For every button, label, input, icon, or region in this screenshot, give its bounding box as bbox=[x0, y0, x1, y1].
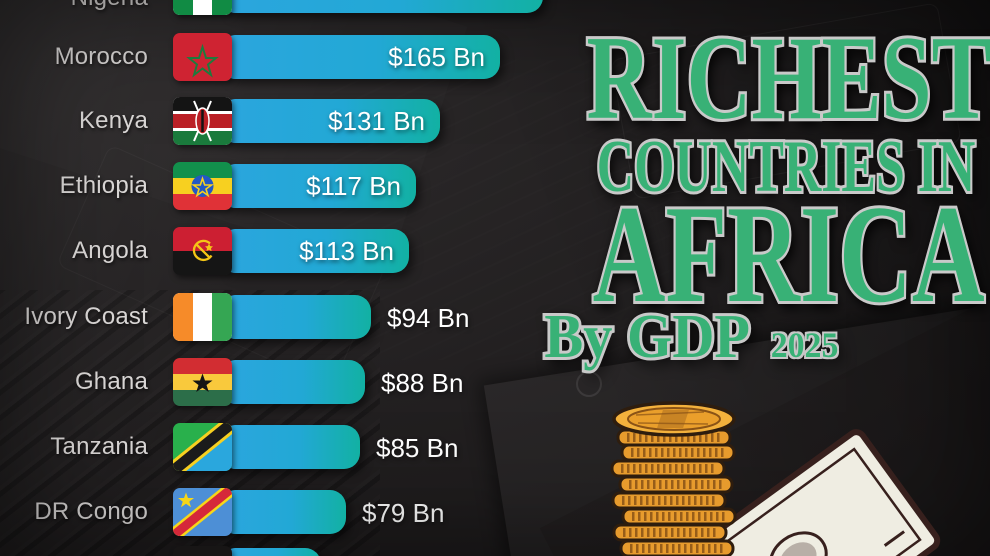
country-label: Ivory Coast bbox=[24, 303, 148, 330]
title-line-by-gdp: By GDP By GDP 2025 2025 bbox=[535, 300, 932, 380]
bar-row-ethiopia: Ethiopia $117 Bn $117 Bn bbox=[0, 162, 990, 210]
gdp-bar: $94 Bn bbox=[225, 295, 371, 339]
country-label: DR Congo bbox=[34, 498, 148, 525]
flag-ghana-icon bbox=[173, 358, 232, 406]
bar-row-morocco: Morocco $165 Bn $165 Bn bbox=[0, 33, 990, 81]
gdp-bar bbox=[225, 548, 321, 556]
gdp-value: $94 Bn bbox=[387, 303, 470, 333]
gdp-bar: $165 Bn bbox=[225, 35, 500, 79]
flag-kenya-icon bbox=[173, 97, 232, 145]
country-label: Angola bbox=[72, 237, 148, 264]
gdp-value: $165 Bn bbox=[388, 42, 485, 72]
money-illustration bbox=[555, 401, 941, 556]
bar-row-angola: Angola $113 Bn $113 Bn bbox=[0, 227, 990, 275]
title-line-richest: RICHEST RICHEST bbox=[584, 11, 990, 144]
title-line-africa: AFRICA AFRICA bbox=[591, 177, 987, 332]
country-label: Nigeria bbox=[0, 0, 148, 22]
title-year: 2025 2025 bbox=[769, 324, 839, 367]
title-line-countries-in: COUNTRIES IN COUNTRIES IN bbox=[595, 126, 978, 208]
gdp-bar: $113 Bn bbox=[225, 229, 409, 273]
flag-dr-congo-icon bbox=[173, 488, 232, 536]
flag-ivory-coast-icon bbox=[173, 293, 232, 341]
coin-stack-icon bbox=[612, 401, 735, 556]
flag-morocco-icon bbox=[173, 33, 232, 81]
country-label: Ghana bbox=[74, 368, 148, 395]
country-label: Ethiopia bbox=[59, 172, 148, 199]
flag-ethiopia-icon bbox=[173, 162, 232, 210]
bar-row-kenya: Kenya $131 Bn $131 Bn bbox=[0, 97, 990, 145]
gdp-bar: $117 Bn bbox=[225, 164, 416, 208]
country-label: Tanzania bbox=[50, 433, 148, 460]
gdp-bar: $79 Bn bbox=[225, 490, 346, 534]
country-label: Kenya bbox=[78, 107, 148, 134]
gdp-value: $117 Bn bbox=[306, 171, 401, 201]
bar-row-tanzania: Tanzania $85 Bn $85 Bn bbox=[0, 423, 990, 471]
country-label: Morocco bbox=[54, 43, 148, 70]
gdp-value: $85 Bn bbox=[376, 433, 459, 463]
gdp-bar: $85 Bn bbox=[225, 425, 360, 469]
flag-angola-icon bbox=[173, 227, 232, 275]
gdp-value: $79 Bn bbox=[362, 498, 445, 528]
gdp-value: $131 Bn bbox=[328, 106, 425, 136]
gdp-bar: $131 Bn bbox=[225, 99, 440, 143]
gdp-value: $113 Bn bbox=[299, 236, 394, 266]
bar-row-ivory-coast: Ivory Coast $94 Bn $94 Bn bbox=[0, 293, 990, 341]
flag-nigeria-icon bbox=[173, 0, 232, 15]
gdp-bar: $88 Bn bbox=[225, 360, 365, 404]
bar-row-dr-congo: DR Congo $79 Bn $79 Bn bbox=[0, 488, 990, 536]
country-label bbox=[0, 546, 148, 556]
bar-row-ghana: Ghana $88 Bn $88 Bn bbox=[0, 358, 990, 406]
flag-tanzania-icon bbox=[173, 423, 232, 471]
gdp-bar bbox=[225, 0, 543, 13]
bar-row-nigeria: Nigeria bbox=[0, 0, 990, 15]
gdp-value: $88 Bn bbox=[381, 368, 464, 398]
bar-row-partial bbox=[0, 546, 990, 556]
flag-partial-icon bbox=[173, 546, 232, 556]
